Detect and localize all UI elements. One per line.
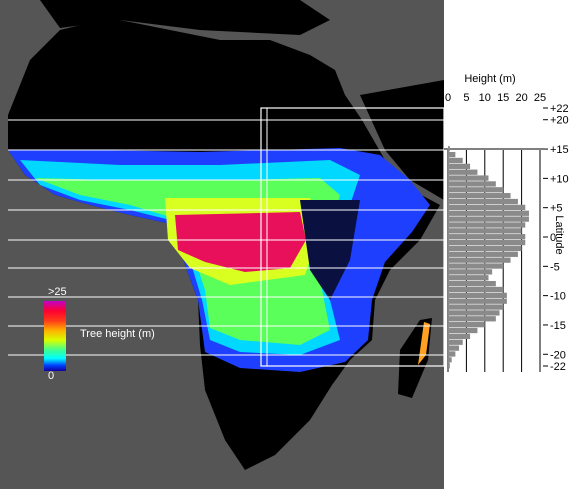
height-bar — [448, 298, 507, 304]
height-bar — [448, 146, 450, 152]
africa-map-graphic — [8, 0, 444, 470]
x-tick-label: 25 — [534, 92, 546, 104]
legend-title: Tree height (m) — [80, 328, 155, 340]
height-bar — [448, 222, 526, 228]
height-bar — [448, 292, 507, 298]
bar-series — [448, 146, 529, 369]
latitude-tick-label: -15 — [550, 320, 566, 332]
latitude-tick-label: +5 — [550, 203, 563, 215]
height-bar — [448, 169, 478, 175]
height-bar — [448, 345, 460, 351]
latitude-tick-label: -10 — [550, 291, 566, 303]
latitude-tick-label: -5 — [550, 261, 560, 273]
x-tick-label: 15 — [497, 92, 509, 104]
height-bar — [448, 175, 489, 181]
latitude-frame — [260, 107, 444, 367]
height-bar — [448, 251, 518, 257]
height-bar — [448, 210, 529, 216]
height-bar — [448, 275, 489, 281]
height-bar — [448, 333, 471, 340]
height-bar — [448, 316, 496, 322]
latitude-tick-label: +10 — [550, 173, 569, 185]
height-bar — [448, 234, 526, 240]
height-bar — [448, 187, 504, 193]
height-bar — [448, 204, 526, 211]
x-tick-label: 0 — [445, 92, 451, 104]
x-tick-label: 20 — [515, 92, 527, 104]
tree-height-map: >25 Tree height (m) 0 — [0, 0, 444, 489]
latitude-tick-label: -20 — [550, 349, 566, 361]
latitude-tick-label: 0 — [550, 232, 556, 244]
x-axis-label: Height (m) — [464, 73, 515, 85]
height-bar — [448, 228, 522, 234]
height-bar — [448, 351, 456, 357]
congo-basin-red — [175, 212, 306, 272]
latitude-tick-label: +15 — [550, 144, 569, 156]
height-bar — [448, 157, 463, 164]
height-bar — [448, 286, 504, 293]
madagascar-east-forest — [418, 322, 430, 365]
height-bar — [448, 269, 493, 275]
height-bar — [448, 310, 500, 316]
europe-coast — [40, 0, 330, 35]
x-tick-group: 0 5 10 15 20 25 — [445, 92, 546, 104]
y-axis-label: Latitude — [553, 215, 565, 254]
height-bar — [448, 304, 504, 310]
height-bar — [448, 245, 522, 252]
latitude-lines — [8, 108, 444, 366]
latitude-tick-label: -22 — [550, 361, 566, 373]
legend-max-label: >25 — [48, 286, 67, 298]
height-profile-svg: Height (m) 0 5 10 15 20 25 +22+20+15+10+50-5-… — [444, 73, 569, 373]
height-bar — [448, 327, 478, 334]
height-bar — [448, 280, 496, 287]
latitude-tick-label: +22 — [550, 103, 569, 115]
latitude-tick-label: +20 — [550, 115, 569, 127]
height-bar — [448, 181, 496, 187]
height-bar — [448, 263, 504, 269]
legend-min-label: 0 — [48, 370, 55, 382]
height-bar — [448, 339, 463, 345]
height-bar — [448, 151, 456, 158]
latitude-tick-group: +22+20 +15 +10 +5 0 -5 -10 -15 -20-22 — [543, 103, 569, 373]
height-bar — [448, 322, 485, 328]
height-bar — [448, 357, 452, 363]
height-bar — [448, 257, 511, 263]
x-tick-label: 10 — [479, 92, 491, 104]
height-by-latitude-chart: Height (m) 0 5 10 15 20 25 +22 +20 +15 +10 +5 0 -5-… — [444, 0, 569, 489]
height-bar — [448, 193, 511, 199]
height-bar — [448, 198, 518, 205]
height-bar — [448, 363, 450, 369]
height-bar — [448, 216, 529, 222]
tree-height-colorbar — [44, 301, 66, 371]
arabian-peninsula — [360, 80, 444, 200]
height-bar — [448, 163, 471, 169]
height-bar — [448, 239, 526, 246]
east-africa-dark — [300, 200, 360, 300]
x-tick-label: 5 — [463, 92, 469, 104]
